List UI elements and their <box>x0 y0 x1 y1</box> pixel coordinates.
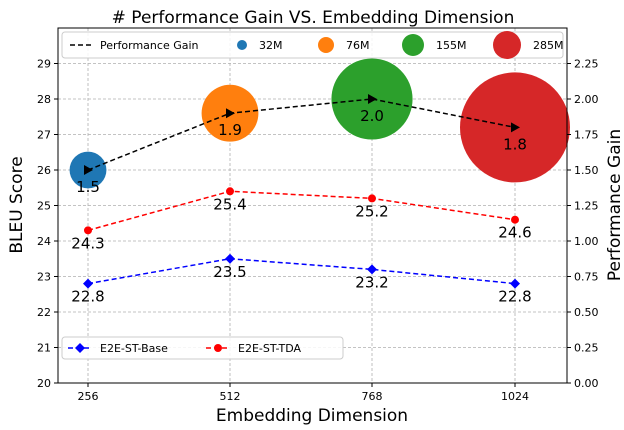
data-label-E2E-ST-TDA: 25.2 <box>355 202 388 220</box>
y-tick-label-left: 27 <box>37 129 51 142</box>
legend-swatch-32M <box>237 40 247 50</box>
y-tick-label-right: 2.25 <box>574 58 599 71</box>
legend-label-E2E-ST-Base: E2E-ST-Base <box>100 342 168 355</box>
legend-label-E2E-ST-TDA: E2E-ST-TDA <box>238 342 302 355</box>
y-tick-label-right: 1.25 <box>574 200 599 213</box>
x-tick-label: 512 <box>220 390 241 403</box>
data-label-E2E-ST-Base: 23.5 <box>213 263 246 281</box>
point-E2E-ST-TDA <box>511 215 519 224</box>
y-tick-label-right: 1.75 <box>574 129 599 142</box>
series-line-E2E-ST-Base <box>87 257 516 285</box>
y-tick-label-right: 1.50 <box>574 164 599 177</box>
y-tick-label-right: 0.75 <box>574 271 599 284</box>
y-tick-label-right: 2.00 <box>574 93 599 106</box>
y-tick-label-left: 20 <box>37 377 51 390</box>
y-tick-label-right: 1.00 <box>574 235 599 248</box>
point-Performance Gain <box>368 94 377 104</box>
legend-label-285M: 285M <box>533 39 564 52</box>
y-tick-label-left: 22 <box>37 306 51 319</box>
y-tick-label-right: 0.00 <box>574 377 599 390</box>
y-axis-label-left: BLEU Score <box>7 156 27 253</box>
point-E2E-ST-Base <box>83 278 93 289</box>
grid <box>58 28 567 383</box>
point-E2E-ST-Base <box>510 278 520 289</box>
series-line-E2E-ST-TDA <box>87 190 516 232</box>
data-label-E2E-ST-TDA: 25.4 <box>213 195 246 213</box>
data-label-E2E-ST-TDA: 24.3 <box>71 234 104 252</box>
legend-label-76M: 76M <box>346 39 370 52</box>
data-label-Performance Gain: 2.0 <box>360 107 384 125</box>
legend-swatch-marker-E2E-ST-TDA <box>214 344 222 352</box>
legend-bottom: E2E-ST-Base E2E-ST-TDA <box>61 336 344 360</box>
x-tick-label: 256 <box>78 390 99 403</box>
y-tick-label-left: 23 <box>37 271 51 284</box>
legend-swatch-marker-E2E-ST-Base <box>75 343 85 353</box>
legend-bottom-frame <box>61 336 344 360</box>
y-tick-label-left: 24 <box>37 235 51 248</box>
legend-label-32M: 32M <box>259 39 283 52</box>
series <box>83 94 520 289</box>
data-label-E2E-ST-Base: 22.8 <box>498 288 531 306</box>
point-Performance Gain <box>511 122 520 133</box>
data-label-Performance Gain: 1.8 <box>503 135 527 153</box>
x-tick-label: 768 <box>362 390 383 403</box>
y-tick-label-left: 25 <box>37 200 51 213</box>
y-tick-label-left: 28 <box>37 93 51 106</box>
series-line-Performance Gain <box>87 98 516 171</box>
y-tick-label-left: 29 <box>37 58 51 71</box>
data-labels: 22.8 23.5 23.2 22.8 24.3 25.4 25.2 24.6 1.5 1.9 2.… <box>71 107 531 306</box>
legend-label-155M: 155M <box>436 39 467 52</box>
legend-top-frame <box>61 31 564 59</box>
legend-swatch-155M <box>402 34 424 56</box>
legend-swatch-285M <box>493 31 521 59</box>
data-label-Performance Gain: 1.5 <box>76 178 100 196</box>
x-tick-label: 1024 <box>501 390 529 403</box>
chart-title: # Performance Gain VS. Embedding Dimensi… <box>112 8 515 28</box>
point-E2E-ST-Base <box>225 253 235 264</box>
data-label-E2E-ST-Base: 22.8 <box>71 288 104 306</box>
point-E2E-ST-Base <box>367 264 377 275</box>
point-E2E-ST-TDA <box>226 187 234 196</box>
point-Performance Gain <box>84 165 93 175</box>
y-tick-label-left: 26 <box>37 164 51 177</box>
data-label-Performance Gain: 1.9 <box>218 121 242 139</box>
point-Performance Gain <box>226 108 235 119</box>
x-axis-label: Embedding Dimension <box>216 406 408 426</box>
y-tick-label-right: 0.25 <box>574 342 599 355</box>
legend-top: Performance Gain 32M 76M 155M 285M <box>61 31 564 59</box>
y-tick-label-left: 21 <box>37 342 51 355</box>
data-label-E2E-ST-TDA: 24.6 <box>498 224 531 242</box>
point-E2E-ST-TDA <box>84 226 92 235</box>
legend-swatch-76M <box>318 37 334 53</box>
legend-label-performance-gain: Performance Gain <box>100 39 199 52</box>
y-tick-label-right: 0.50 <box>574 306 599 319</box>
axes: 20 21 22 23 24 25 26 27 28 29 0.00 0.25 0.50 0.75 1.00… <box>37 58 599 404</box>
y-axis-label-right: Performance Gain <box>605 129 624 281</box>
data-label-E2E-ST-Base: 23.2 <box>355 273 388 291</box>
point-E2E-ST-TDA <box>368 194 376 203</box>
